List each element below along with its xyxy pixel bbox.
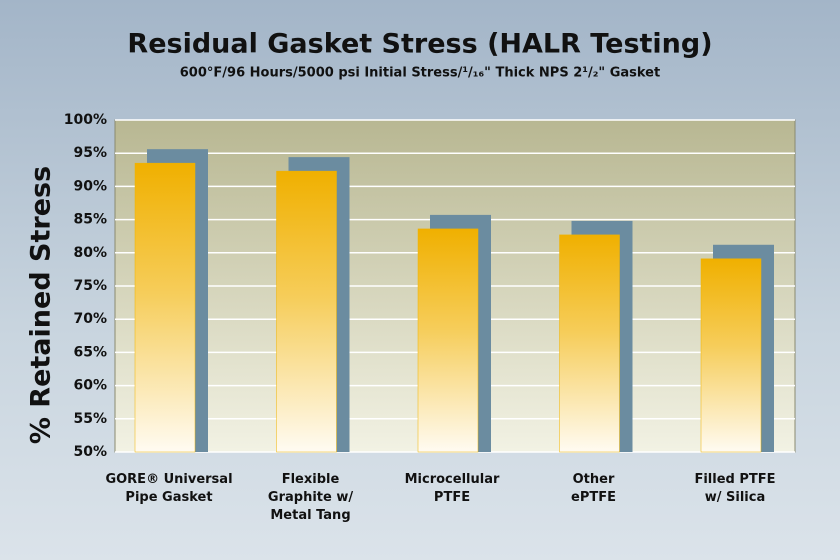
x-tick-label: Microcellular PTFE — [404, 472, 500, 505]
y-tick-label: 70% — [73, 311, 107, 327]
x-tick-label: Other ePTFE — [571, 472, 616, 505]
y-tick-label: 75% — [73, 278, 107, 294]
y-tick-label: 60% — [73, 378, 107, 394]
y-tick-label: 85% — [73, 212, 107, 228]
x-tick-label: Flexible Graphite w/ Metal Tang — [267, 472, 354, 523]
y-tick-label: 50% — [73, 444, 107, 460]
bar — [559, 234, 620, 453]
x-tick-label: GORE® Universal Pipe Gasket — [105, 472, 233, 505]
bar — [700, 258, 762, 453]
bar — [276, 170, 337, 453]
y-tick-label: 65% — [73, 344, 107, 360]
y-tick-label: 55% — [73, 411, 107, 427]
bar — [134, 162, 196, 453]
chart-subtitle: 600°F/96 Hours/5000 psi Initial Stress/¹… — [180, 66, 660, 81]
bar — [417, 228, 479, 453]
y-axis-label: % Retained Stress — [26, 166, 57, 444]
y-tick-label: 100% — [64, 112, 107, 128]
chart-title: Residual Gasket Stress (HALR Testing) — [127, 29, 712, 60]
y-tick-label: 80% — [73, 245, 107, 261]
y-tick-label: 95% — [73, 145, 107, 161]
x-tick-label: Filled PTFE w/ Silica — [694, 472, 776, 505]
y-tick-label: 90% — [73, 178, 107, 194]
